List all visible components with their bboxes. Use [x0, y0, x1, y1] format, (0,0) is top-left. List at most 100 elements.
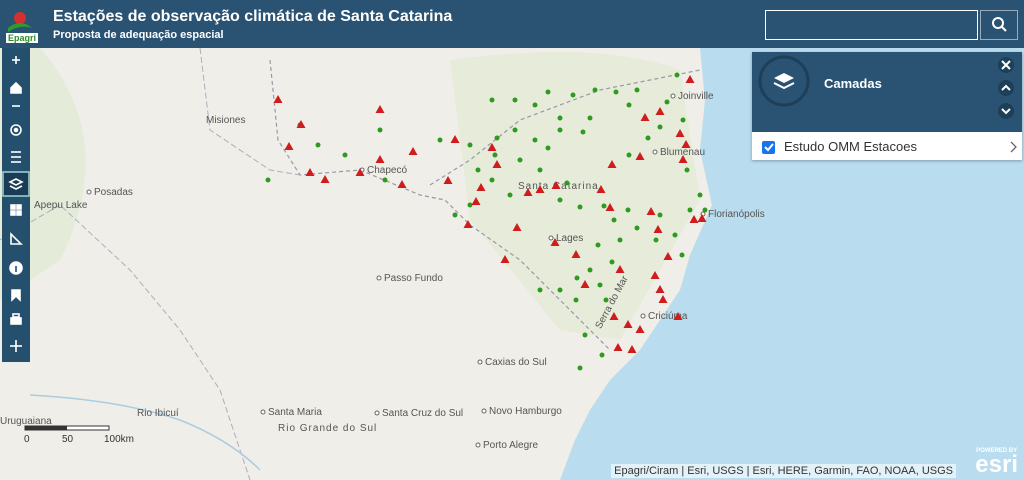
station-current[interactable]: [382, 177, 388, 183]
station-current[interactable]: [537, 287, 543, 293]
station-current[interactable]: [557, 115, 563, 121]
station-current[interactable]: [625, 207, 631, 213]
station-proposed[interactable]: [375, 105, 385, 113]
station-proposed[interactable]: [635, 152, 645, 160]
station-proposed[interactable]: [623, 320, 633, 328]
station-proposed[interactable]: [463, 220, 473, 228]
station-current[interactable]: [697, 192, 703, 198]
search-input[interactable]: [765, 10, 978, 40]
station-proposed[interactable]: [500, 255, 510, 263]
station-current[interactable]: [672, 232, 678, 238]
station-proposed[interactable]: [689, 215, 699, 223]
station-proposed[interactable]: [673, 312, 683, 320]
station-current[interactable]: [664, 99, 670, 105]
station-current[interactable]: [674, 72, 680, 78]
station-proposed[interactable]: [512, 223, 522, 231]
station-proposed[interactable]: [605, 203, 615, 211]
station-current[interactable]: [582, 332, 588, 338]
station-current[interactable]: [467, 142, 473, 148]
station-current[interactable]: [467, 202, 473, 208]
locate[interactable]: [10, 124, 22, 136]
station-proposed[interactable]: [571, 250, 581, 258]
station-current[interactable]: [687, 207, 693, 213]
station-proposed[interactable]: [615, 265, 625, 273]
station-current[interactable]: [679, 252, 685, 258]
station-current[interactable]: [545, 145, 551, 151]
station-current[interactable]: [597, 282, 603, 288]
pan[interactable]: [10, 340, 22, 352]
measure[interactable]: [10, 232, 23, 245]
station-proposed[interactable]: [678, 155, 688, 163]
expand-button[interactable]: [998, 103, 1014, 119]
station-current[interactable]: [626, 152, 632, 158]
station-proposed[interactable]: [685, 75, 695, 83]
station-proposed[interactable]: [650, 271, 660, 279]
station-proposed[interactable]: [320, 175, 330, 183]
layer-list[interactable]: [11, 151, 21, 163]
station-current[interactable]: [702, 207, 708, 213]
station-proposed[interactable]: [523, 188, 533, 196]
checkbox[interactable]: [762, 141, 775, 154]
station-proposed[interactable]: [675, 129, 685, 137]
station-current[interactable]: [570, 92, 576, 98]
station-current[interactable]: [489, 177, 495, 183]
station-current[interactable]: [489, 97, 495, 103]
station-proposed[interactable]: [535, 185, 545, 193]
layers[interactable]: [2, 171, 30, 197]
station-current[interactable]: [684, 167, 690, 173]
station-proposed[interactable]: [658, 295, 668, 303]
station-proposed[interactable]: [273, 95, 283, 103]
station-proposed[interactable]: [375, 155, 385, 163]
print[interactable]: [10, 313, 22, 325]
station-current[interactable]: [532, 137, 538, 143]
station-current[interactable]: [680, 117, 686, 123]
station-proposed[interactable]: [681, 140, 691, 148]
station-current[interactable]: [634, 87, 640, 93]
bookmark[interactable]: [11, 289, 21, 302]
station-proposed[interactable]: [284, 142, 294, 150]
station-proposed[interactable]: [408, 147, 418, 155]
station-current[interactable]: [573, 297, 579, 303]
station-current[interactable]: [609, 259, 615, 265]
station-current[interactable]: [617, 237, 623, 243]
station-proposed[interactable]: [635, 325, 645, 333]
station-current[interactable]: [613, 89, 619, 95]
station-proposed[interactable]: [580, 280, 590, 288]
station-current[interactable]: [265, 177, 271, 183]
station-proposed[interactable]: [476, 183, 486, 191]
station-current[interactable]: [580, 129, 586, 135]
station-current[interactable]: [507, 192, 513, 198]
station-proposed[interactable]: [492, 160, 502, 168]
station-current[interactable]: [626, 102, 632, 108]
station-current[interactable]: [599, 352, 605, 358]
station-proposed[interactable]: [646, 207, 656, 215]
station-current[interactable]: [657, 124, 663, 130]
station-proposed[interactable]: [640, 113, 650, 121]
home[interactable]: [10, 81, 22, 94]
esri-logo[interactable]: POWERED BY esri: [975, 448, 1018, 477]
station-proposed[interactable]: [550, 238, 560, 246]
layer-row[interactable]: Estudo OMM Estacoes: [752, 134, 1022, 160]
station-proposed[interactable]: [471, 197, 481, 205]
station-current[interactable]: [492, 152, 498, 158]
station-proposed[interactable]: [655, 285, 665, 293]
station-current[interactable]: [437, 137, 443, 143]
station-current[interactable]: [342, 152, 348, 158]
station-current[interactable]: [587, 267, 593, 273]
search-button[interactable]: [980, 10, 1018, 40]
station-current[interactable]: [475, 167, 481, 173]
station-proposed[interactable]: [450, 135, 460, 143]
station-proposed[interactable]: [627, 345, 637, 353]
basemap[interactable]: [10, 204, 22, 216]
station-current[interactable]: [512, 97, 518, 103]
station-current[interactable]: [577, 204, 583, 210]
station-proposed[interactable]: [609, 312, 619, 320]
station-current[interactable]: [377, 127, 383, 133]
station-current[interactable]: [545, 89, 551, 95]
station-current[interactable]: [512, 127, 518, 133]
station-current[interactable]: [645, 135, 651, 141]
station-proposed[interactable]: [613, 343, 623, 351]
station-proposed[interactable]: [596, 185, 606, 193]
station-current[interactable]: [577, 365, 583, 371]
station-current[interactable]: [611, 217, 617, 223]
